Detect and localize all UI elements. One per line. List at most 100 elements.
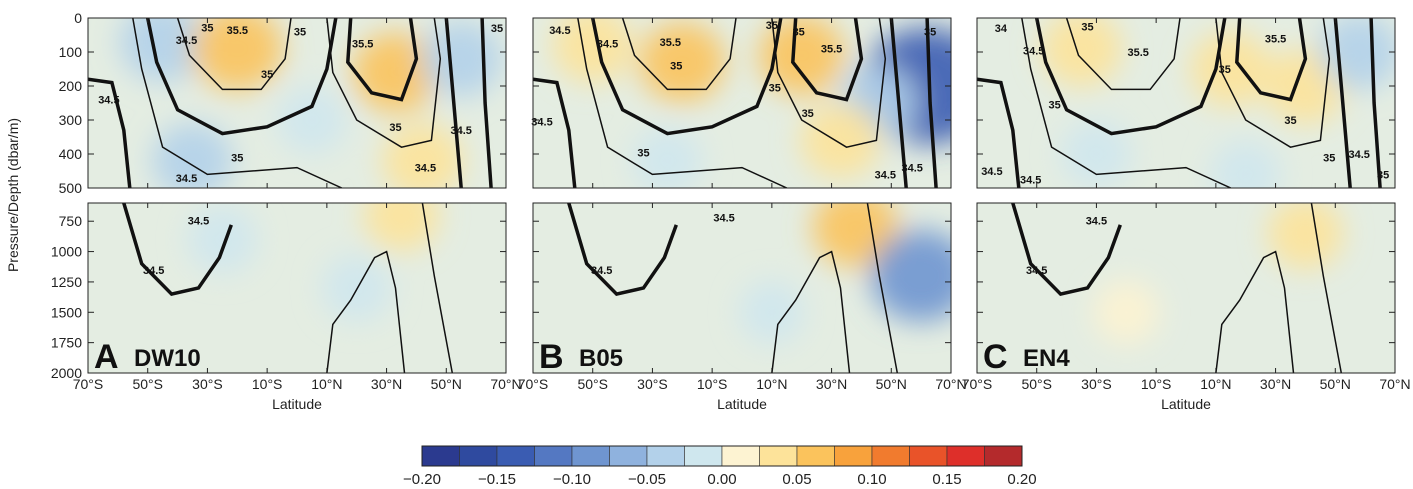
contour-label: 34.5 xyxy=(98,95,119,107)
colorbar-swatch xyxy=(834,445,873,467)
y-tick-label: 1750 xyxy=(51,335,82,351)
contour-label: 35.5 xyxy=(660,37,681,49)
colorbar-swatch xyxy=(421,445,460,467)
colorbar-swatch xyxy=(534,445,573,467)
y-tick-label: 750 xyxy=(59,213,83,229)
contour-35p5-north xyxy=(1235,18,1308,102)
colorbar-tick-label: 0.00 xyxy=(707,471,736,488)
contour-35-south-deep xyxy=(1021,18,1232,188)
colorbar-swatch xyxy=(984,445,1023,467)
panel-frame xyxy=(532,17,952,189)
contour-35-south-deep xyxy=(577,18,788,188)
panel-frame xyxy=(976,202,1396,374)
colorbar-tick-label: 0.20 xyxy=(1007,471,1036,488)
y-axis xyxy=(533,17,951,374)
contour-label: 34.5 xyxy=(176,35,197,47)
contour-label: 35 xyxy=(201,23,213,35)
x-tick-label: 50°N xyxy=(876,376,907,392)
contour-34p5-south xyxy=(533,77,577,188)
contour-label: 35 xyxy=(261,69,273,81)
contour-label: 35 xyxy=(491,23,503,35)
y-tick-label: 200 xyxy=(59,78,83,94)
contour-35p5-south xyxy=(621,18,737,91)
anomaly-cell xyxy=(800,102,881,179)
contour-35-arctic xyxy=(925,18,938,188)
anomaly-cell xyxy=(187,205,258,274)
panel-b: 34.5 34.5 35.5 35 35 35 35.5 35 35 34.5 35 34.5 34.5… xyxy=(518,17,967,412)
colorbar-tick-label: 0.05 xyxy=(782,471,811,488)
contour-label: 35 xyxy=(294,27,306,39)
panel-letter: B xyxy=(539,338,564,376)
contour-35-south xyxy=(145,18,338,136)
contour-label: 34.5 xyxy=(415,163,436,175)
colorbar-tick-label: 0.15 xyxy=(932,471,961,488)
salinity-contours xyxy=(533,18,938,188)
contour-35p5-south xyxy=(1065,18,1181,91)
contour-label: 34.5 xyxy=(1026,265,1047,277)
contour-label: 35 xyxy=(1377,169,1389,181)
contour-35-deep xyxy=(421,203,454,373)
anomaly-field xyxy=(1041,18,1395,188)
salinity-contours xyxy=(977,18,1382,188)
x-tick-label: 50°S xyxy=(577,376,608,392)
y-tick-label: 100 xyxy=(59,44,83,60)
y-tick-label: 400 xyxy=(59,146,83,162)
y-tick-label: 1000 xyxy=(51,244,82,260)
x-tick-label: 30°N xyxy=(1260,376,1291,392)
anomaly-cell xyxy=(363,203,440,252)
x-tick-label: 10°N xyxy=(311,376,342,392)
y-tick-label: 0 xyxy=(74,10,82,26)
contour-34p5-deep xyxy=(1011,203,1122,297)
contour-35-deep xyxy=(1310,203,1343,373)
panel-a: 35.5 34.5 35 34.5 35 35 34.5 35 35.5 35 34.5 34.5 35… xyxy=(51,10,522,412)
anomaly-cell xyxy=(1210,140,1281,188)
contour-label: 34.5 xyxy=(1086,216,1107,228)
anomaly-cell xyxy=(739,280,805,345)
x-axis: 70°S 50°S 30°S 10°S 10°N 30°N 50°N 70°N Latitude xyxy=(73,18,522,412)
panel-name: B05 xyxy=(579,345,623,372)
x-tick-label: 30°N xyxy=(816,376,847,392)
x-tick-label: 30°S xyxy=(192,376,223,392)
contour-34p5-deep xyxy=(122,203,233,297)
x-axis: 70°S 50°S 30°S 10°S 10°N 30°N 50°N 70°N Latitude xyxy=(518,18,967,412)
contour-label: 34.5 xyxy=(450,125,471,137)
salinity-contours-lower xyxy=(567,203,899,373)
y-tick-label: 2000 xyxy=(51,365,82,381)
panel-letter: A xyxy=(94,338,119,376)
x-tick-label: 70°S xyxy=(518,376,549,392)
panel-c-upper-field xyxy=(977,18,1395,188)
contour-label: 35 xyxy=(670,61,682,73)
contour-34p5-north xyxy=(889,18,908,188)
colorbar-swatch xyxy=(684,445,723,467)
contour-label: 35.5 xyxy=(352,39,373,51)
x-tick-label: 30°S xyxy=(637,376,668,392)
colorbar-swatch xyxy=(571,445,610,467)
contour-35-south xyxy=(590,18,783,136)
anomaly-field xyxy=(1093,203,1344,345)
x-axis-label: Latitude xyxy=(717,396,767,412)
contour-label: 34.5 xyxy=(531,117,552,129)
contour-label: 35 xyxy=(389,122,401,134)
panel-frame xyxy=(87,17,507,189)
anomaly-cell xyxy=(1267,203,1344,270)
contour-label: 35.5 xyxy=(821,44,842,56)
colorbar-swatch xyxy=(646,445,685,467)
contour-label: 35.5 xyxy=(1265,33,1286,45)
contour-label: 35 xyxy=(924,27,936,39)
x-axis-label: Latitude xyxy=(272,396,322,412)
contour-35-deep xyxy=(866,203,899,373)
anomaly-cell xyxy=(1041,18,1122,87)
contour-label: 35 xyxy=(1323,152,1335,164)
x-tick-label: 10°S xyxy=(252,376,283,392)
contour-label: 34 xyxy=(995,23,1008,35)
y-tick-label: 500 xyxy=(59,180,83,196)
contour-label: 34.5 xyxy=(1023,45,1044,57)
contour-label: 35 xyxy=(793,27,805,39)
contour-35-south xyxy=(1034,18,1227,136)
panels: 35.5 34.5 35 34.5 35 35 34.5 35 35.5 35 34.5 34.5 35… xyxy=(51,10,1411,412)
contour-label: 35 xyxy=(231,152,243,164)
x-tick-label: 30°N xyxy=(371,376,402,392)
colorbar-swatch xyxy=(496,445,535,467)
contour-35p5-north xyxy=(791,18,864,102)
